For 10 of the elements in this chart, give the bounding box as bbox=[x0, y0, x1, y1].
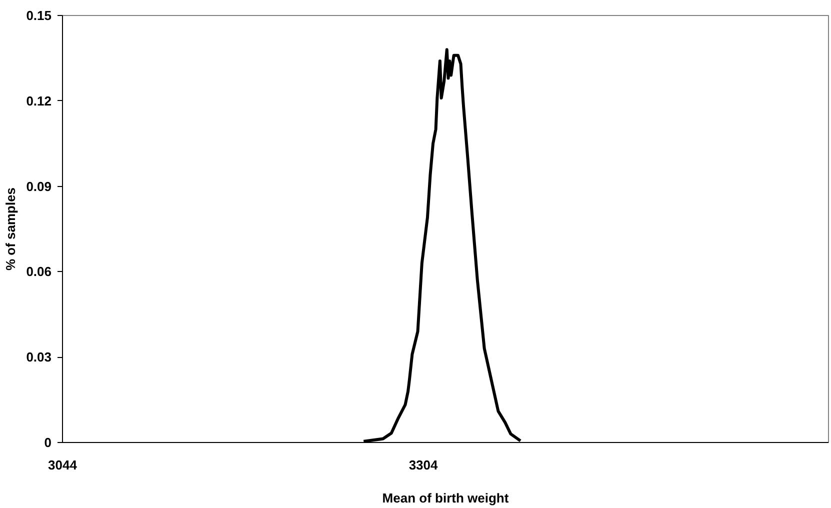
y-tick-label: 0.03 bbox=[26, 350, 52, 365]
y-tick-label: 0.06 bbox=[26, 264, 52, 280]
y-tick-label: 0.15 bbox=[26, 8, 52, 23]
x-tick-label: 3304 bbox=[408, 458, 439, 472]
y-tick-label: 0 bbox=[44, 435, 52, 450]
x-tick-label: 3044 bbox=[48, 458, 78, 472]
x-axis-title: Mean of birth weight bbox=[382, 490, 510, 506]
y-tick-label: 0.12 bbox=[26, 93, 52, 108]
y-axis-title: % of samples bbox=[3, 187, 18, 271]
y-tick-label: 0.09 bbox=[26, 178, 52, 194]
